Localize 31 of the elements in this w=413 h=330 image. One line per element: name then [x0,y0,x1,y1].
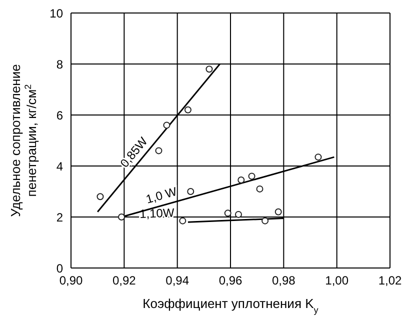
x-tick-label: 1,00 [325,274,349,288]
y-tick-label: 10 [50,6,64,20]
y-tick-label: 8 [56,57,64,72]
y-tick-label: 4 [56,159,64,174]
point [256,185,264,192]
x-tick-label: 0,90 [59,274,83,288]
x-axis-title: Коэффициент уплотнения K$_{y}$ [142,296,319,315]
x-tick-label: 1,02 [378,274,402,288]
point [163,122,170,129]
point [314,154,322,161]
point [155,147,162,154]
point [96,193,104,200]
point [187,188,194,195]
y-tick-label: 2 [56,210,64,224]
point [224,210,232,217]
point [274,208,282,216]
point [234,210,242,218]
x-tick-label: 0,92 [112,274,136,288]
x-tick-label: 0,98 [272,274,296,288]
point [184,106,192,114]
x-tick-label: 0,96 [218,274,242,288]
point [248,172,256,180]
y-tick-label: 0 [56,261,64,276]
y-tick-label: 6 [56,108,64,122]
point [179,217,186,224]
point [206,66,213,73]
point [118,214,126,220]
text: 1,0 W [144,184,179,206]
x-tick-label: 0,94 [166,274,190,288]
point [238,176,245,184]
point [262,217,269,224]
